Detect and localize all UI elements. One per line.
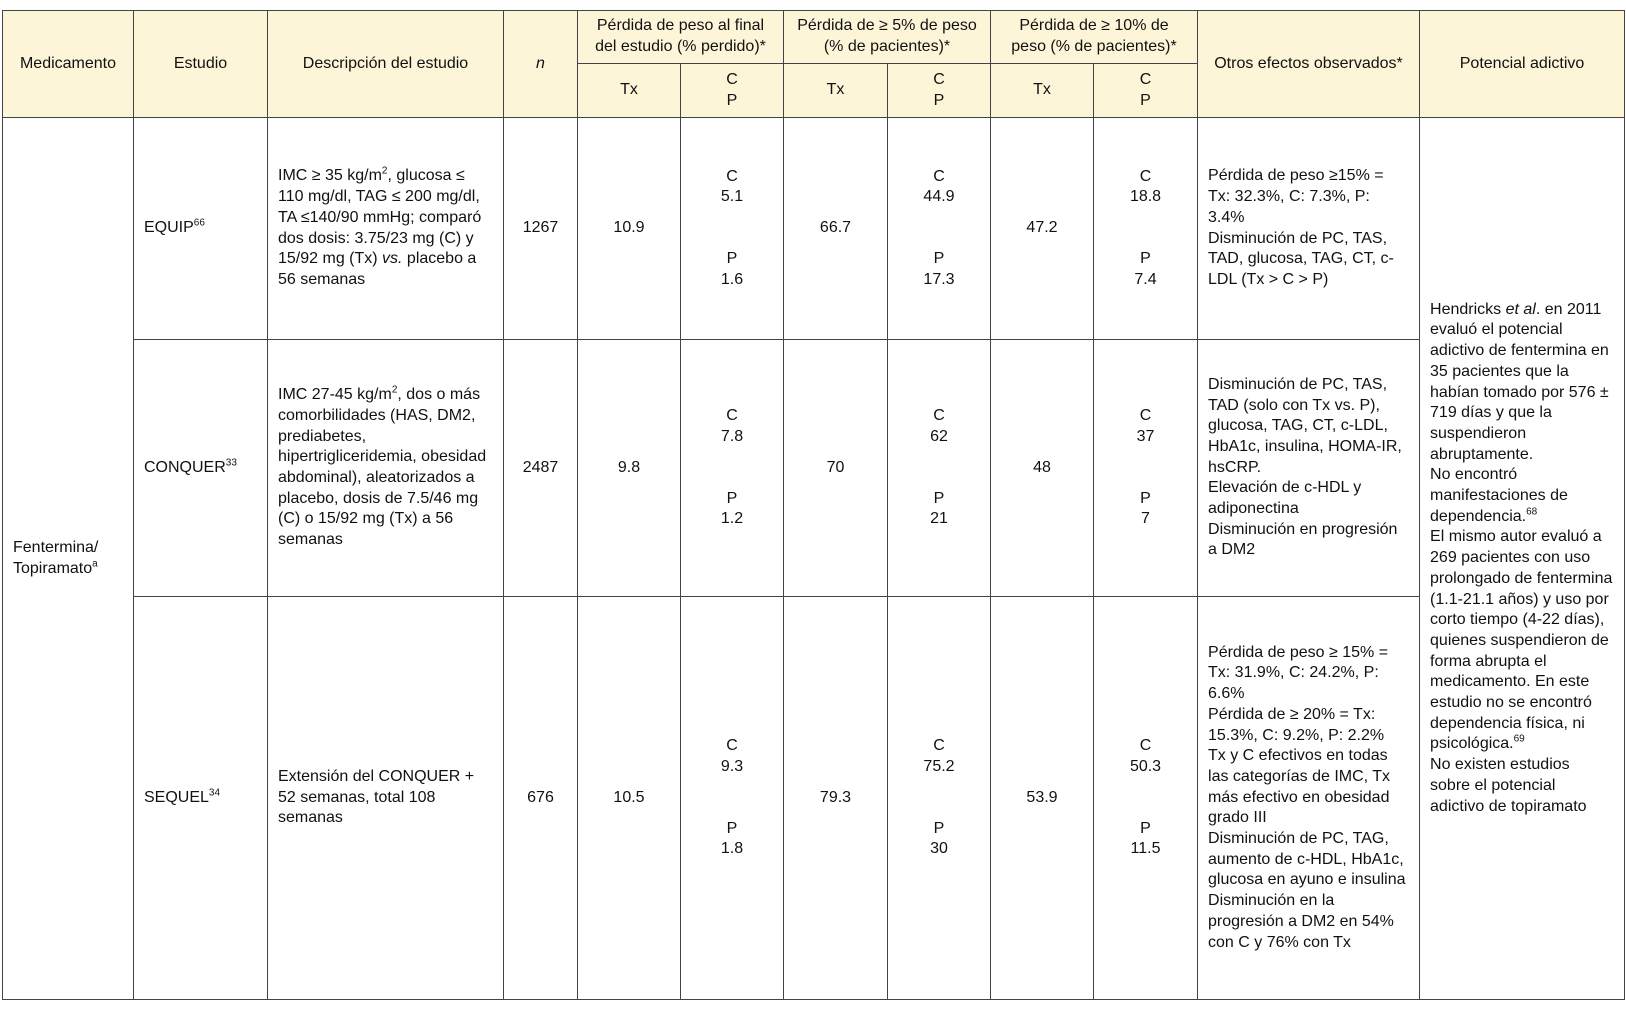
estudio-cell: SEQUEL34 — [133, 596, 268, 1000]
final-cp-cell: C 5.1 P 1.6 — [680, 117, 784, 340]
n-cell: 1267 — [503, 117, 578, 340]
estudio-cell: CONQUER33 — [133, 339, 268, 597]
header-perdida-5: Pérdida de ≥ 5% de peso (% de pacientes)… — [783, 10, 991, 64]
p10-cp-cell: C 37 P 7 — [1092, 339, 1199, 597]
otros-cell: Pérdida de peso ≥ 15% = Tx: 31.9%, C: 24… — [1197, 596, 1421, 1000]
final-cp-cell: C 9.3 P 1.8 — [680, 596, 784, 1000]
table-row: Fentermina/ Topiramatoa EQUIP66 IMC ≥ 35… — [2, 117, 1626, 1000]
estudio-cell: EQUIP66 — [133, 117, 268, 340]
medicamento-cell: Fentermina/ Topiramatoa — [2, 117, 134, 1000]
p10-tx-cell: 53.9 — [990, 596, 1094, 1000]
drug-study-table: Medicamento Estudio Descripción del estu… — [2, 10, 1626, 1000]
p5-tx-cell: 66.7 — [783, 117, 888, 340]
subheader-tx: Tx — [783, 63, 888, 118]
final-tx-cell: 10.9 — [577, 117, 681, 340]
header-perdida-final: Pérdida de peso al final del estudio (% … — [577, 10, 784, 64]
final-cp-cell: C 7.8 P 1.2 — [680, 339, 784, 597]
p10-cp-cell: C 50.3 P 11.5 — [1092, 596, 1199, 1000]
header-otros: Otros efectos observados* — [1197, 10, 1421, 118]
p5-cp-cell: C 62 P 21 — [887, 339, 991, 597]
header-medicamento: Medicamento — [2, 10, 134, 118]
p5-cp-cell: C 44.9 P 17.3 — [887, 117, 991, 340]
adictivo-cell: Hendricks et al. en 2011 evaluó el poten… — [1419, 117, 1626, 1000]
p5-cp-cell: C 75.2 P 30 — [887, 596, 991, 1000]
header-descripcion: Descripción del estudio — [267, 10, 504, 118]
header-adictivo: Potencial adictivo — [1419, 10, 1626, 118]
final-tx-cell: 10.5 — [577, 596, 681, 1000]
header-estudio: Estudio — [133, 10, 268, 118]
n-cell: 2487 — [503, 339, 578, 597]
n-cell: 676 — [503, 596, 578, 1000]
p10-cp-cell: C 18.8 P 7.4 — [1092, 117, 1199, 340]
subheader-tx: Tx — [577, 63, 681, 118]
p10-tx-cell: 48 — [990, 339, 1094, 597]
p5-tx-cell: 79.3 — [783, 596, 888, 1000]
header-n-text: n — [536, 54, 545, 72]
p10-tx-cell: 47.2 — [990, 117, 1094, 340]
final-tx-cell: 9.8 — [577, 339, 681, 597]
table-row: SEQUEL34 Extensión del CONQUER + 52 sema… — [3, 596, 1625, 1000]
table-row: CONQUER33 IMC 27-45 kg/m2, dos o más com… — [3, 339, 1625, 597]
p5-tx-cell: 70 — [783, 339, 888, 597]
otros-cell: Disminución de PC, TAS, TAD (solo con Tx… — [1197, 339, 1421, 597]
header-row: Medicamento Estudio Descripción del estu… — [2, 10, 1626, 118]
header-perdida-10: Pérdida de ≥ 10% de peso (% de pacientes… — [989, 10, 1199, 64]
descripcion-cell: IMC ≥ 35 kg/m2, glucosa ≤ 110 mg/dl, TAG… — [267, 117, 504, 340]
subheader-tx: Tx — [990, 63, 1094, 118]
descripcion-cell: Extensión del CONQUER + 52 semanas, tota… — [267, 596, 504, 1000]
otros-cell: Pérdida de peso ≥15% = Tx: 32.3%, C: 7.3… — [1197, 117, 1421, 340]
descripcion-cell: IMC 27-45 kg/m2, dos o más comorbilidade… — [267, 339, 504, 597]
header-n: n — [503, 10, 578, 118]
